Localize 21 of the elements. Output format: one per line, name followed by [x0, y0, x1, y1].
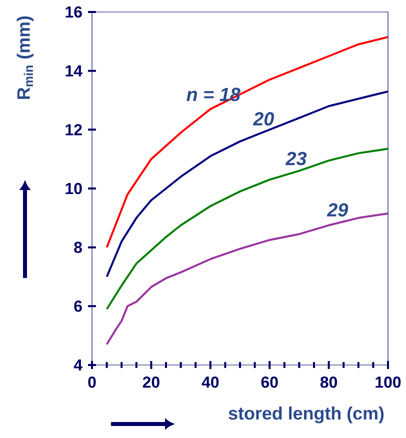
x-tick-label: 40	[202, 376, 219, 388]
x-tick-label: 60	[261, 376, 278, 388]
x-tick-label: 0	[88, 376, 96, 388]
y-axis-title: R$_{min}$ (mm)	[16, 16, 34, 99]
line-series	[106, 148, 388, 310]
y-tick-label: 10	[66, 182, 82, 194]
y-tick-label: 12	[66, 124, 82, 136]
series-label: 23	[285, 152, 307, 166]
y-tick-label: 8	[74, 242, 82, 253]
y-tick-label: 4	[74, 360, 82, 370]
y-tick-label: 14	[66, 65, 82, 76]
x-tick-label: 80	[320, 376, 338, 388]
x-axis-title: stored length (cm)	[228, 406, 384, 424]
series-label: 20	[252, 112, 274, 126]
series-label: 29	[326, 203, 348, 217]
x-tick-label: 100	[376, 376, 401, 388]
x-tick-label: 20	[142, 376, 160, 388]
line-series	[106, 36, 388, 248]
y-tick-label: 16	[66, 6, 82, 18]
y-tick-label: 6	[74, 300, 82, 312]
series-label: n = 18	[186, 88, 240, 102]
